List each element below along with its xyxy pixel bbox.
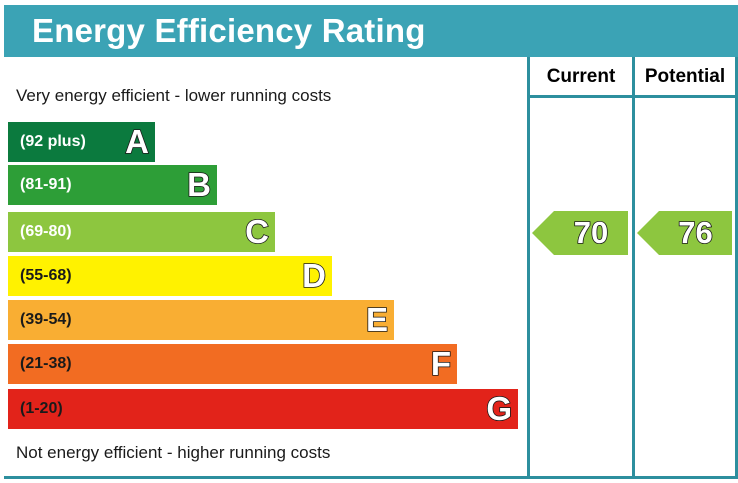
- band-letter-f: F: [430, 344, 452, 382]
- column-divider-middle: [632, 57, 635, 476]
- band-range-c: (69-80): [20, 223, 72, 240]
- band-row-c: (69-80) C: [8, 212, 275, 252]
- band-row-g: (1-20) G: [8, 389, 518, 429]
- band-letter-e: E: [365, 300, 389, 338]
- chart-title-bar: Energy Efficiency Rating: [4, 5, 738, 57]
- band-letter-d: D: [301, 256, 326, 294]
- band-row-f: (21-38) F: [8, 344, 457, 384]
- band-range-e: (39-54): [20, 311, 72, 328]
- band-letter-b: B: [186, 165, 211, 203]
- band-letter-g: G: [486, 389, 513, 427]
- potential-rating-value: 76: [677, 214, 713, 250]
- column-header-current: Current: [546, 66, 616, 87]
- current-rating-arrow: 70: [532, 211, 628, 255]
- potential-rating-arrow: 76: [637, 211, 732, 255]
- band-row-a: (92 plus) A: [8, 122, 155, 162]
- band-row-d: (55-68) D: [8, 256, 332, 296]
- band-range-g: (1-20): [20, 400, 63, 417]
- band-row-b: (81-91) B: [8, 165, 217, 205]
- column-header-potential: Potential: [644, 66, 726, 87]
- chart-bottom-border: [4, 476, 738, 479]
- band-letter-c: C: [244, 212, 269, 250]
- current-rating-value: 70: [573, 214, 609, 250]
- page-title: Energy Efficiency Rating: [32, 12, 426, 49]
- band-range-f: (21-38): [20, 355, 72, 372]
- caption-top: Very energy efficient - lower running co…: [16, 86, 332, 105]
- band-range-a: (92 plus): [20, 133, 86, 150]
- column-divider-right: [735, 57, 738, 476]
- band-range-d: (55-68): [20, 267, 72, 284]
- band-range-b: (81-91): [20, 176, 72, 193]
- column-divider-left: [527, 57, 530, 476]
- band-letter-a: A: [124, 122, 149, 160]
- caption-bottom: Not energy efficient - higher running co…: [16, 443, 331, 462]
- column-header-underline: [527, 95, 738, 98]
- band-row-e: (39-54) E: [8, 300, 394, 340]
